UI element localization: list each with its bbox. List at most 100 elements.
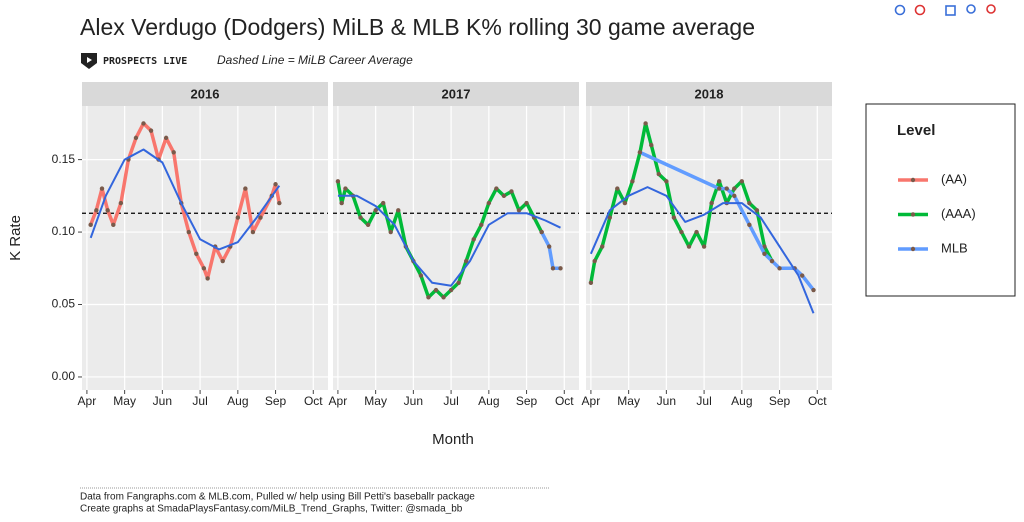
data-point bbox=[762, 244, 767, 249]
data-point bbox=[701, 244, 707, 249]
data-point bbox=[486, 200, 492, 206]
data-point bbox=[716, 179, 722, 184]
data-point bbox=[622, 200, 628, 206]
icon bbox=[945, 5, 956, 16]
data-point bbox=[171, 150, 176, 155]
data-point bbox=[607, 215, 612, 220]
data-point bbox=[456, 280, 461, 285]
legend-swatch bbox=[910, 212, 916, 217]
data-point bbox=[335, 179, 341, 184]
x-tick-label: Jun bbox=[153, 394, 172, 408]
data-point bbox=[133, 135, 139, 141]
data-point bbox=[343, 186, 348, 191]
data-point bbox=[441, 295, 446, 300]
data-point bbox=[686, 244, 692, 249]
series-line bbox=[540, 231, 561, 271]
y-tick-label: 0.15 bbox=[52, 152, 76, 166]
facet-title: 2017 bbox=[442, 86, 471, 101]
y-tick-label: 0.05 bbox=[52, 297, 76, 311]
data-point bbox=[509, 189, 514, 194]
data-point bbox=[754, 208, 760, 213]
data-point bbox=[732, 186, 737, 191]
data-point bbox=[396, 208, 401, 213]
data-point bbox=[558, 266, 563, 271]
data-point bbox=[709, 200, 714, 206]
x-tick-label: Aug bbox=[478, 394, 499, 408]
legend-box bbox=[865, 103, 1016, 297]
legend-title: Level bbox=[897, 122, 935, 139]
x-tick-label: Jul bbox=[443, 394, 458, 408]
facet-title: 2018 bbox=[695, 86, 724, 101]
data-point bbox=[664, 179, 669, 184]
x-tick-label: Apr bbox=[582, 394, 601, 408]
data-point bbox=[550, 266, 556, 271]
strip bbox=[333, 82, 579, 106]
data-point bbox=[546, 244, 552, 249]
logo-text: PROSPECTS LIVE bbox=[103, 56, 187, 67]
data-point bbox=[433, 287, 439, 293]
data-point bbox=[418, 273, 424, 278]
data-point bbox=[600, 244, 605, 249]
x-tick-label: Sep bbox=[769, 394, 791, 408]
data-point bbox=[201, 266, 207, 271]
icon bbox=[986, 4, 996, 14]
x-tick-label: Jun bbox=[404, 394, 423, 408]
x-tick-label: Apr bbox=[78, 394, 97, 408]
data-point bbox=[494, 186, 499, 191]
legend-label: (AA) bbox=[941, 171, 967, 186]
data-point bbox=[99, 186, 105, 191]
panel bbox=[586, 106, 832, 390]
data-point bbox=[141, 121, 146, 126]
y-tick-label: 0.00 bbox=[52, 369, 76, 383]
data-point bbox=[747, 200, 752, 206]
subtitle: Dashed Line = MiLB Career Average bbox=[217, 53, 413, 67]
data-point bbox=[463, 258, 469, 264]
legend-label: (AAA) bbox=[941, 206, 976, 221]
data-point bbox=[732, 193, 737, 199]
data-point bbox=[250, 229, 256, 235]
data-point bbox=[243, 186, 248, 191]
data-point bbox=[380, 200, 386, 206]
data-point bbox=[373, 208, 378, 213]
series-line bbox=[89, 121, 282, 281]
strip bbox=[586, 82, 832, 106]
smooth-line bbox=[337, 194, 561, 287]
data-point bbox=[258, 215, 263, 220]
legend-label: MLB bbox=[941, 240, 968, 255]
data-point bbox=[194, 251, 199, 256]
data-point bbox=[273, 182, 278, 187]
data-point bbox=[799, 273, 805, 278]
x-tick-label: Jul bbox=[192, 394, 207, 408]
x-tick-label: May bbox=[113, 394, 136, 408]
icon bbox=[914, 4, 926, 16]
data-point bbox=[679, 229, 684, 235]
data-point bbox=[426, 295, 431, 300]
x-tick-label: Oct bbox=[555, 394, 574, 408]
data-point bbox=[615, 186, 620, 191]
data-point bbox=[448, 287, 454, 293]
x-tick-label: Jul bbox=[696, 394, 711, 408]
legend-swatch bbox=[910, 246, 916, 252]
data-point bbox=[777, 266, 782, 271]
data-point bbox=[205, 276, 210, 281]
icon bbox=[966, 4, 976, 14]
x-tick-label: Sep bbox=[516, 394, 538, 408]
legend-swatch bbox=[910, 177, 916, 183]
data-point bbox=[220, 258, 225, 264]
data-point bbox=[671, 215, 677, 220]
footnote: Data from Fangraphs.com & MLB.com, Pulle… bbox=[80, 492, 475, 503]
data-point bbox=[388, 229, 393, 235]
x-tick-label: May bbox=[364, 394, 387, 408]
x-tick-label: Jun bbox=[657, 394, 676, 408]
x-tick-label: May bbox=[617, 394, 640, 408]
data-point bbox=[148, 128, 154, 133]
data-point bbox=[637, 150, 643, 155]
data-point bbox=[358, 215, 363, 220]
data-point bbox=[516, 208, 522, 213]
x-tick-label: Oct bbox=[808, 394, 827, 408]
data-point bbox=[539, 229, 544, 235]
smooth-line bbox=[589, 186, 815, 314]
data-point bbox=[111, 222, 116, 228]
